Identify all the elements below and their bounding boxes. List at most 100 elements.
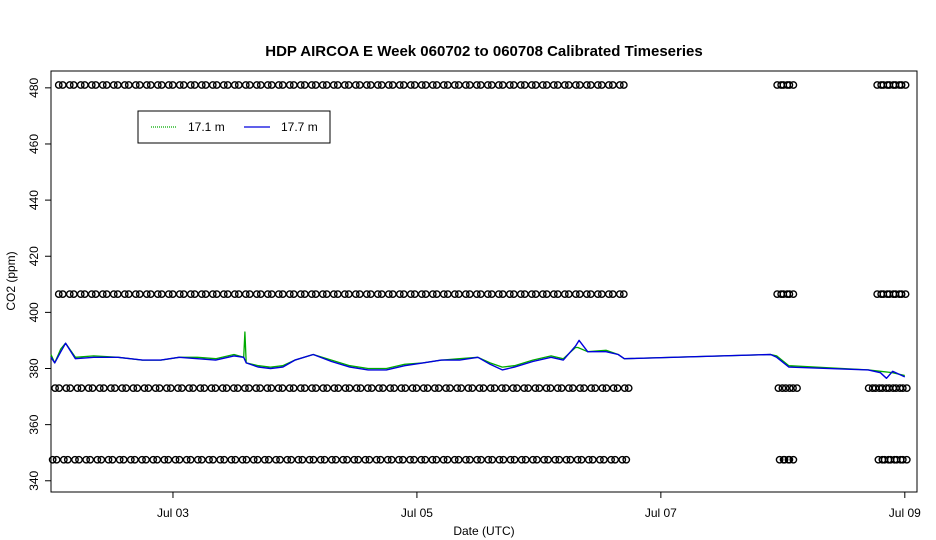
calibration-point <box>124 81 133 89</box>
calibration-point <box>540 455 548 464</box>
calibration-point <box>65 290 74 299</box>
calibration-point <box>898 455 907 464</box>
calibration-point <box>153 81 162 89</box>
calibration-point <box>356 384 365 393</box>
calibration-point <box>197 81 206 89</box>
calibration-point <box>245 81 254 89</box>
calibration-point <box>510 455 519 464</box>
calibration-point <box>108 455 117 464</box>
calibration-point <box>450 290 459 299</box>
calibration-point <box>582 81 591 89</box>
calibration-point <box>84 384 93 393</box>
calibration-point <box>285 81 294 89</box>
calibration-point <box>785 384 794 393</box>
calibration-point <box>253 455 262 464</box>
calibration-point <box>517 455 526 464</box>
y-tick-label: 400 <box>27 302 41 322</box>
calibration-point <box>58 81 67 89</box>
calibration-point <box>608 81 617 89</box>
calibration-point <box>91 81 100 89</box>
calibration-point <box>329 290 338 299</box>
calibration-point <box>386 384 395 393</box>
calibration-point <box>498 81 507 89</box>
calibration-point <box>483 81 492 89</box>
calibration-point <box>276 455 284 464</box>
calibration-point <box>318 81 327 89</box>
calibration-point <box>230 81 239 89</box>
calibration-point <box>300 81 309 89</box>
calibration-point <box>162 384 171 393</box>
y-axis: 340 360 380 400 420 440 460 480 <box>27 78 51 491</box>
calibration-point <box>267 384 276 393</box>
calibration-point <box>379 384 387 393</box>
calibration-point <box>87 81 96 89</box>
calibration-point <box>135 81 144 89</box>
calibration-point <box>355 81 364 89</box>
calibration-point <box>75 455 83 464</box>
calibration-point <box>560 290 569 299</box>
calibration-point <box>272 455 280 464</box>
calibration-point <box>256 384 265 393</box>
calibration-point <box>274 81 283 89</box>
calibration-point <box>104 455 113 464</box>
calibration-point <box>587 384 596 393</box>
calibration-point <box>363 384 372 393</box>
calibration-point <box>571 81 580 89</box>
calibration-point <box>562 455 571 464</box>
calibration-point <box>80 290 89 299</box>
calibration-point <box>602 384 611 393</box>
calibration-point <box>59 455 68 464</box>
calibration-point <box>531 290 540 299</box>
calibration-point <box>200 384 209 393</box>
calibration-point <box>468 384 477 393</box>
calibration-point <box>285 384 294 393</box>
calibration-point <box>146 81 155 89</box>
calibration-point <box>124 290 133 299</box>
calibration-point <box>593 81 602 89</box>
calibration-point <box>345 384 354 393</box>
calibration-point <box>300 290 309 299</box>
calibration-point <box>278 290 287 299</box>
calibration-point <box>208 81 217 89</box>
calibration-point <box>607 455 615 464</box>
calibration-point <box>201 290 210 299</box>
calibration-point <box>619 81 628 89</box>
calibration-point <box>419 384 428 393</box>
calibration-point <box>785 455 794 464</box>
calibration-point <box>520 81 529 89</box>
calibration-point <box>351 290 360 299</box>
calibration-point <box>582 290 591 299</box>
calibration-point <box>785 81 794 89</box>
calibration-point <box>305 455 314 464</box>
calibration-point <box>372 455 381 464</box>
calibration-point <box>417 81 426 89</box>
calibration-point <box>344 81 353 89</box>
calibration-point <box>289 290 298 299</box>
calibration-point <box>527 81 536 89</box>
calibration-point <box>439 455 448 464</box>
calibration-point <box>296 384 305 393</box>
calibration-point <box>58 290 67 299</box>
calibration-point <box>102 290 111 299</box>
calibration-point <box>520 384 529 393</box>
calibration-point <box>461 81 470 89</box>
calibration-point <box>308 384 316 393</box>
calibration-point <box>354 455 363 464</box>
calibration-point <box>157 290 166 299</box>
calibration-point <box>446 384 454 393</box>
calibration-point <box>560 81 569 89</box>
calibration-point <box>377 81 386 89</box>
calibration-point <box>327 455 336 464</box>
calibration-point <box>120 290 129 299</box>
calibration-point <box>464 384 473 393</box>
calibration-point <box>571 290 580 299</box>
calibration-point <box>395 81 404 89</box>
calibration-point <box>133 384 142 393</box>
calibration-point <box>256 290 265 299</box>
calibration-point <box>428 290 437 299</box>
calibration-point <box>334 384 343 393</box>
calibration-point <box>245 384 253 393</box>
calibration-point <box>417 455 426 464</box>
legend-label-17-7: 17.7 m <box>281 120 318 134</box>
calibration-point <box>417 290 426 299</box>
